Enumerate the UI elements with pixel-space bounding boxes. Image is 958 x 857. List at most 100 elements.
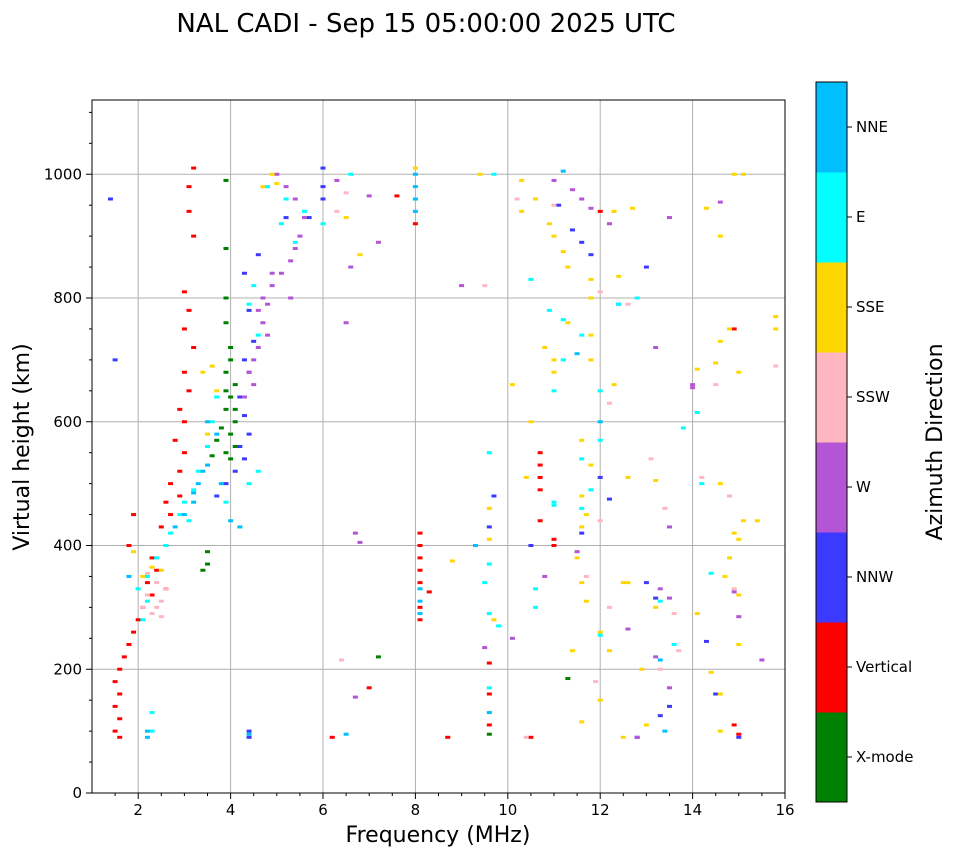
data-point-ssw [597,519,603,523]
data-point-sse [625,475,631,479]
data-point-x-mode [375,655,381,659]
data-point-vertical [537,463,543,467]
data-point-nne [144,735,150,739]
data-point-vertical [394,194,400,198]
data-point-nnw [306,216,312,220]
data-point-nne [417,612,423,616]
data-point-vertical [537,451,543,455]
azimuth-colorbar: X-mode Vertical NNW W SSW SSE E NNE [815,81,913,803]
data-point-nnw [320,185,326,189]
data-point-vertical [186,389,192,393]
data-point-w [606,222,612,226]
data-point-vertical [731,723,737,727]
data-point-vertical [186,308,192,312]
plot-area [92,100,785,793]
data-point-nne [412,172,418,176]
data-point-x-mode [223,247,229,250]
data-point-nne [246,732,252,736]
data-point-sse [620,581,626,585]
data-point-nnw [606,497,612,501]
data-point-sse [736,593,742,597]
data-point-vertical [131,513,137,517]
data-point-sse [611,209,617,213]
data-point-e [486,612,492,616]
data-point-e [546,308,552,312]
data-point-sse [588,333,594,337]
data-point-w [265,302,271,306]
plot-axes: 2 4 6 8 10 12 14 16 0 200 400 600 800 1000 [44,99,795,819]
data-point-sse [565,265,571,269]
data-point-x-mode [232,407,238,411]
data-point-w [667,525,672,529]
data-point-sse [357,253,363,257]
data-point-sse [588,296,594,300]
data-point-e [657,599,663,603]
data-point-nne [412,185,418,189]
data-point-x-mode [223,451,229,455]
data-point-sse [477,172,483,176]
data-point-nnw [246,729,252,733]
data-point-e [348,172,354,176]
data-point-e [320,222,326,226]
data-point-w [574,550,580,554]
data-point-vertical [112,680,118,684]
data-point-vertical [163,500,169,504]
data-point-w [334,178,340,182]
data-point-vertical [191,346,197,349]
colorbar-tick-label: NNE [856,118,888,136]
data-point-vertical [417,544,423,547]
data-point-nnw [255,253,261,257]
data-point-w [625,627,631,631]
data-point-w [352,695,358,699]
colorbar-frame [815,81,848,803]
data-point-vertical [149,593,155,597]
data-point-sse [620,735,626,739]
data-point-sse [588,463,594,467]
data-point-w [717,200,723,204]
data-point-x-mode [486,732,492,736]
data-point-ssw [606,605,612,609]
data-point-vertical [486,723,492,727]
data-point-sse [653,479,659,483]
data-point-nne [560,169,566,173]
data-point-ssw [773,364,779,368]
y-axis-label: Virtual height (km) [10,343,35,550]
colorbar-tick-label: X-mode [856,748,913,766]
data-point-sse [731,531,737,535]
data-point-e [579,506,585,510]
data-point-e [699,482,705,486]
data-point-w [292,247,298,250]
data-point-sse [260,185,266,189]
data-point-vertical [191,234,197,238]
data-point-vertical [177,469,183,473]
data-point-ssw [713,383,719,387]
data-point-sse [653,605,659,609]
data-point-x-mode [223,370,229,374]
data-point-vertical [181,420,187,424]
data-point-w [269,271,275,275]
colorbar-label: Azimuth Direction [923,343,948,540]
data-point-sse [509,383,515,387]
data-point-ssw [671,612,677,616]
data-point-ssw [334,209,340,213]
data-point-w [269,284,275,288]
data-point-nne [412,209,418,213]
data-point-nnw [237,445,243,448]
data-point-sse [583,599,589,603]
data-point-w [251,383,257,387]
data-point-ssw [625,302,631,306]
data-point-sse [449,559,455,563]
data-point-sse [731,172,737,176]
data-point-nnw [237,395,243,399]
data-point-nnw [667,704,672,708]
x-tick-label: 8 [411,801,421,819]
data-point-x-mode [228,395,234,399]
data-point-e [149,729,155,733]
data-point-w [736,615,742,619]
data-point-ssw [606,401,612,405]
data-point-e [491,172,497,176]
data-point-nne [574,352,580,356]
data-point-x-mode [232,445,238,448]
data-point-e [255,469,261,473]
data-point-e [177,513,183,517]
